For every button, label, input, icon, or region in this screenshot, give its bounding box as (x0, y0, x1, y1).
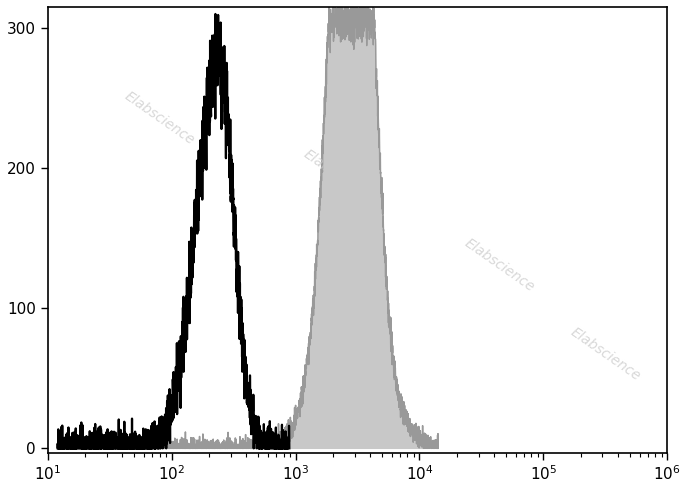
Polygon shape (159, 0, 438, 448)
Text: Elabscience: Elabscience (301, 147, 376, 205)
Text: Elabscience: Elabscience (568, 325, 643, 384)
Text: Elabscience: Elabscience (462, 236, 537, 294)
Text: Elabscience: Elabscience (122, 89, 197, 147)
